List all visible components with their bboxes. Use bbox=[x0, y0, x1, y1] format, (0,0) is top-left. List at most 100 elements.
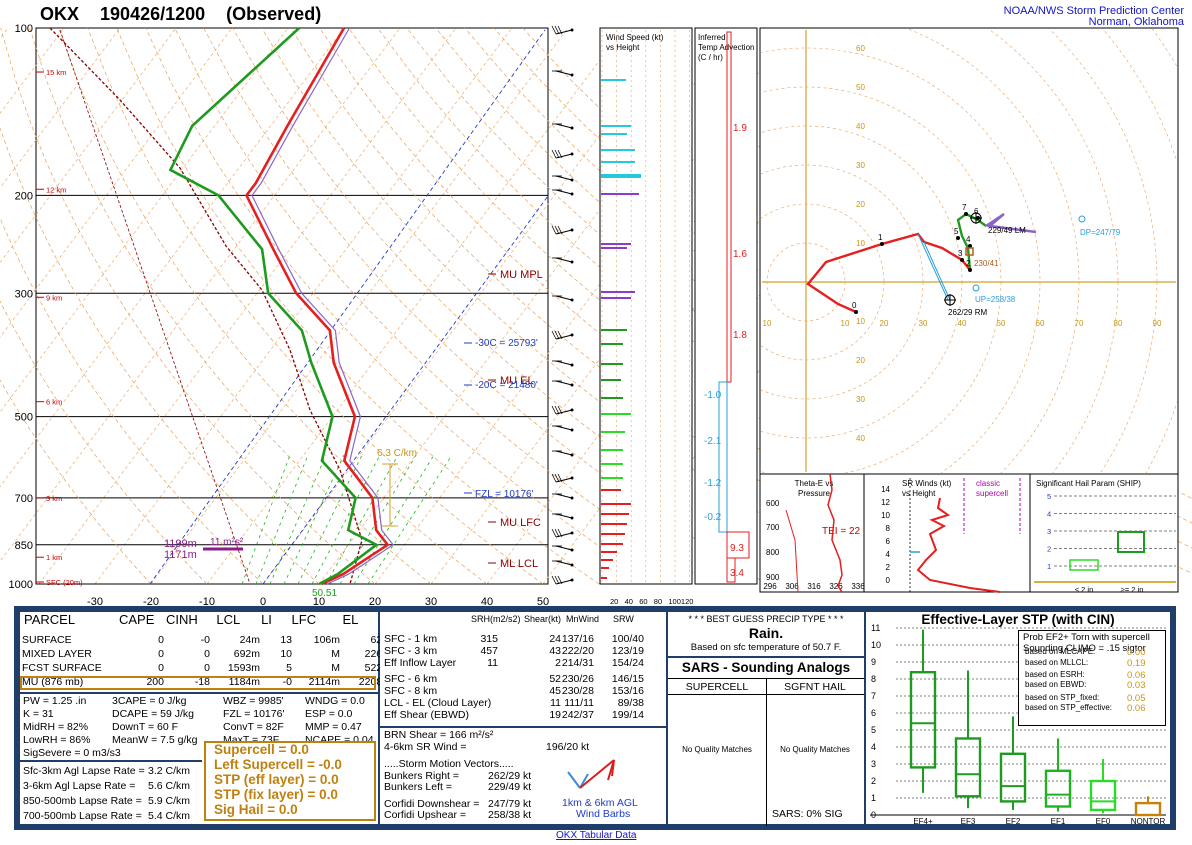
parcel-cell: M bbox=[331, 648, 340, 660]
hodo-point bbox=[880, 242, 884, 246]
parcel-cell: 5 bbox=[286, 662, 292, 674]
kin-cell: 45 bbox=[549, 685, 561, 697]
thetae-p-label: 600 bbox=[766, 499, 780, 508]
isotherm bbox=[150, 27, 569, 585]
wind-barb bbox=[555, 295, 573, 301]
barb-flag bbox=[554, 25, 560, 35]
hodo-xlabel: 70 bbox=[1075, 319, 1084, 328]
kin-cell: 11 bbox=[550, 697, 561, 709]
sars-hail-nomatch: No Quality Matches bbox=[780, 745, 850, 754]
srw-height-label: 14 bbox=[881, 485, 890, 494]
station-id: OKX bbox=[40, 4, 80, 24]
barb-flag bbox=[557, 405, 563, 415]
tabular-data-link[interactable]: OKX Tabular Data bbox=[556, 830, 637, 841]
height-label: 15 km bbox=[46, 68, 66, 77]
pressure-label: 850 bbox=[15, 540, 33, 552]
tadv-value: -1.2 bbox=[704, 478, 722, 489]
dry-adiabat bbox=[203, 27, 768, 585]
mu-el-label: MU EL bbox=[500, 375, 534, 387]
bottom-panel: PARCEL CAPE CINH LCL LI LFC EL SURFACE 0 -0 24m 13… bbox=[14, 606, 1176, 830]
hodo-xlabel: 30 bbox=[919, 319, 928, 328]
barb-flag bbox=[551, 330, 557, 340]
wind-barb bbox=[555, 545, 573, 551]
credit-line1: NOAA/NWS Storm Prediction Center bbox=[1003, 5, 1184, 17]
stp-prob-value: 0.06 bbox=[1127, 703, 1146, 714]
stp-category: EF4+ bbox=[913, 817, 933, 824]
thermo-left: SigSevere = 0 m3/s3 bbox=[23, 747, 121, 759]
temp-axis-label: -20 bbox=[143, 596, 159, 606]
temp-axis-label: 40 bbox=[481, 596, 493, 606]
wind-barb-dot bbox=[570, 260, 574, 264]
stp-title: Effective-Layer STP (with CIN) bbox=[921, 612, 1115, 627]
pressure-label: 500 bbox=[15, 412, 33, 424]
kinematic-panel: SRH(m2/s2) Shear(kt) MnWind SRW SFC - 1 km 31… bbox=[380, 612, 666, 824]
lapse-value: 5.9 C/km bbox=[148, 795, 191, 807]
wind-barb-dot bbox=[570, 152, 574, 156]
ship-y-label: 3 bbox=[1047, 527, 1051, 536]
lapse-label: 700-500mb Lapse Rate = bbox=[23, 810, 142, 822]
wind-barb-dot bbox=[570, 408, 574, 412]
storm-label: Corfidi Upshear = bbox=[384, 809, 466, 821]
lapse-value: 3.2 C/km bbox=[148, 765, 191, 777]
sfc-temp-label: 50.51 bbox=[312, 588, 337, 599]
thermo-left: MidRH = 82% bbox=[23, 721, 89, 733]
stp-box bbox=[1044, 769, 1072, 808]
tadv-value: 1.9 bbox=[733, 123, 747, 134]
barb-flag bbox=[554, 575, 560, 585]
dry-adiabat bbox=[0, 127, 320, 585]
srw-height-label: 2 bbox=[886, 563, 891, 572]
wind-barbs bbox=[551, 25, 574, 585]
wind-barb-dot bbox=[570, 383, 574, 387]
hodograph: 9080706050403020101020304050302010102030… bbox=[759, 27, 1179, 475]
stp-y-label: 2 bbox=[871, 776, 876, 786]
hodo-ring-label: 30 bbox=[856, 395, 865, 404]
stp-box bbox=[954, 737, 982, 798]
kin-header: SRH(m2/s2) bbox=[471, 614, 521, 624]
storm-label: Corfidi Downshear = bbox=[384, 798, 480, 810]
srw-height-label: 12 bbox=[881, 498, 890, 507]
temp-axis-label: 30 bbox=[425, 596, 437, 606]
parcel-cell: 0 bbox=[204, 648, 210, 660]
parcel-cell: 0 bbox=[158, 662, 164, 674]
parcel-cell: 10 bbox=[280, 648, 292, 660]
hodo-ring-label: 40 bbox=[856, 434, 865, 443]
srh-value: 11 m²s² bbox=[210, 537, 244, 548]
stp-prob-label: based on ESRH: bbox=[1025, 670, 1085, 679]
kin-cell: 111/11 bbox=[564, 697, 594, 709]
storm-label: Bunkers Right = bbox=[384, 770, 459, 782]
srw-title2: vs Height bbox=[902, 489, 936, 498]
stp-y-label: 9 bbox=[871, 657, 876, 667]
parcel-cell: 0 bbox=[158, 648, 164, 660]
mixing-ratio-line bbox=[283, 454, 345, 585]
parcel-cell: 200 bbox=[146, 676, 164, 688]
stp-category: EF0 bbox=[1096, 817, 1111, 824]
srw-tag2: supercell bbox=[976, 489, 1008, 498]
temp-axis-label: 10 bbox=[313, 596, 325, 606]
thermo-right1: ConvT = 82F bbox=[223, 721, 284, 733]
stp-prob-title2: Sounding CLIMO = .15 sigtor bbox=[1023, 643, 1146, 654]
ws-axis-label: 60 bbox=[639, 597, 647, 606]
tadv-value: 3.4 bbox=[730, 568, 744, 579]
kin-cell: 11 bbox=[487, 657, 498, 669]
kin-cell: 19 bbox=[549, 709, 561, 721]
ws-axis-label: 20 bbox=[610, 597, 618, 606]
barb-flag bbox=[554, 330, 560, 340]
ship-y-label: 1 bbox=[1047, 562, 1051, 571]
hodo-xlabel: 10 bbox=[841, 319, 850, 328]
sounding-datetime: 190426/1200 bbox=[100, 4, 206, 24]
height-label: 9 km bbox=[46, 293, 62, 302]
thetae-x-label: 316 bbox=[807, 582, 821, 591]
barb-flag bbox=[551, 225, 557, 235]
hodo-point bbox=[854, 310, 858, 314]
hodo-ring-label: 40 bbox=[856, 122, 865, 131]
kin-row-label: SFC - 8 km bbox=[384, 685, 438, 697]
hodo-ring-label: 50 bbox=[856, 83, 865, 92]
height-label: 3 km bbox=[46, 494, 62, 503]
stp-box bbox=[1089, 779, 1117, 812]
thetae-trace2 bbox=[785, 509, 799, 593]
barb-caption2: Wind Barbs bbox=[576, 808, 631, 820]
wind-barb bbox=[555, 257, 573, 263]
parcel-cell: M bbox=[331, 662, 340, 674]
thermo-left: PW = 1.25 .in bbox=[23, 695, 87, 707]
stp-prob-value: 0.19 bbox=[1127, 658, 1146, 669]
